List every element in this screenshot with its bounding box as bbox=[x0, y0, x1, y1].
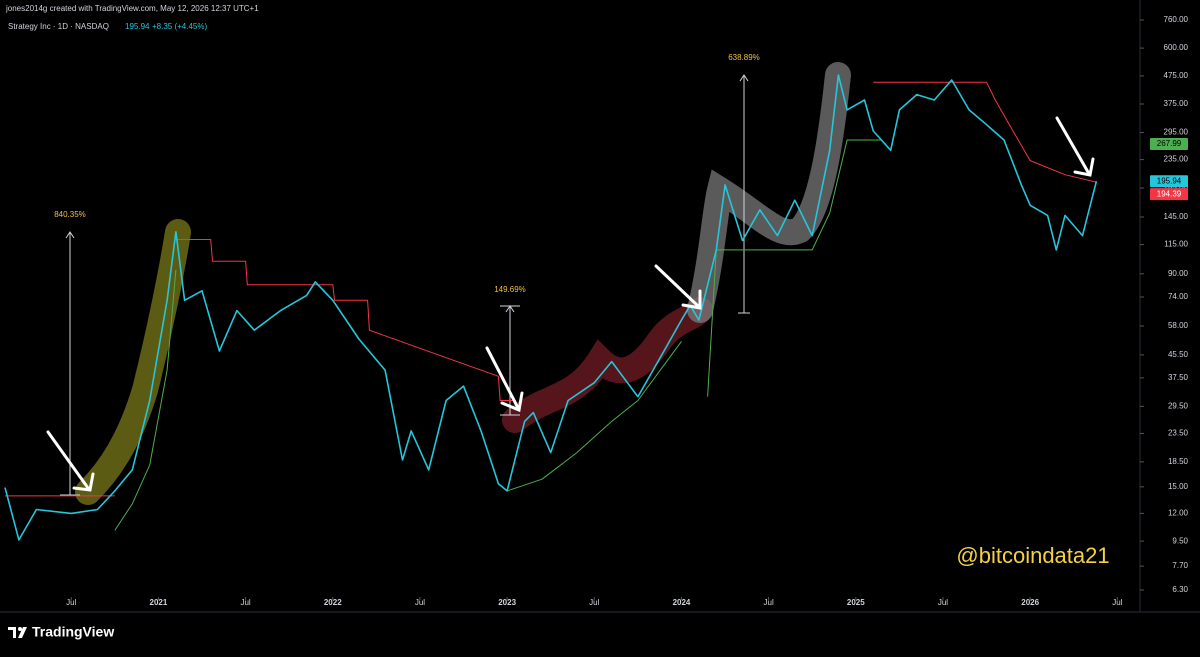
annotation: 840.35% bbox=[54, 210, 86, 219]
y-tick-label: 6.30 bbox=[1172, 585, 1188, 594]
y-tick-label: 295.00 bbox=[1164, 128, 1189, 137]
last-price: 195.94 bbox=[125, 22, 150, 31]
y-tick-label: 45.50 bbox=[1168, 350, 1189, 359]
brand: TradingView bbox=[32, 624, 114, 640]
y-tick-label: 235.00 bbox=[1164, 155, 1189, 164]
y-tick-label: 18.50 bbox=[1168, 457, 1189, 466]
symbol: Strategy Inc · 1D · NASDAQ bbox=[8, 22, 109, 31]
price-label-box bbox=[1150, 188, 1188, 201]
price-line bbox=[5, 81, 1097, 497]
price-line bbox=[114, 139, 882, 531]
x-tick-label: 2025 bbox=[847, 598, 865, 607]
x-tick-label: Jul bbox=[415, 598, 425, 607]
y-tick-label: 29.50 bbox=[1168, 402, 1189, 411]
x-tick-label: 2026 bbox=[1021, 598, 1039, 607]
y-tick-label: 185.00 bbox=[1164, 183, 1189, 192]
price-label: 195.94 bbox=[1157, 176, 1182, 185]
x-tick-label: 2024 bbox=[673, 598, 691, 607]
y-tick-label: 58.00 bbox=[1168, 321, 1189, 330]
y-tick-label: 7.70 bbox=[1172, 561, 1188, 570]
x-tick-label: 2023 bbox=[498, 598, 516, 607]
price-label-box bbox=[1150, 175, 1188, 188]
x-tick-label: Jul bbox=[764, 598, 774, 607]
annotation: 149.69% bbox=[494, 285, 526, 294]
plot bbox=[4, 74, 1098, 541]
y-tick-label: 475.00 bbox=[1164, 71, 1189, 80]
y-tick-label: 15.00 bbox=[1168, 482, 1189, 491]
x-tick-label: Jul bbox=[66, 598, 76, 607]
y-tick-label: 37.50 bbox=[1168, 373, 1189, 382]
y-tick-label: 600.00 bbox=[1164, 43, 1189, 52]
logo bbox=[8, 627, 27, 638]
y-tick-label: 23.50 bbox=[1168, 429, 1189, 438]
highlight-red bbox=[502, 297, 713, 433]
y-tick-label: 9.50 bbox=[1172, 536, 1188, 545]
y-tick-label: 74.00 bbox=[1168, 292, 1189, 301]
y-tick-label: 90.00 bbox=[1168, 269, 1189, 278]
price-label: 194.39 bbox=[1157, 189, 1182, 198]
arrows bbox=[46, 116, 1095, 492]
price-line bbox=[4, 74, 1098, 541]
price-label: 267.99 bbox=[1157, 139, 1182, 148]
y-tick-label: 145.00 bbox=[1164, 212, 1189, 221]
y-tick-label: 115.00 bbox=[1164, 240, 1188, 249]
y-tick-label: 12.00 bbox=[1168, 508, 1189, 517]
price-label-box bbox=[1150, 137, 1188, 150]
x-tick-label: 2021 bbox=[150, 598, 168, 607]
price-change: +8.35 (+4.45%) bbox=[152, 22, 207, 31]
x-tick-label: Jul bbox=[1112, 598, 1122, 607]
x-tick-label: Jul bbox=[240, 598, 250, 607]
measure-lines bbox=[60, 74, 750, 496]
y-tick-label: 760.00 bbox=[1164, 15, 1189, 24]
x-tick-label: Jul bbox=[589, 598, 599, 607]
annotation: 638.89% bbox=[728, 53, 760, 62]
x-tick-label: 2022 bbox=[324, 598, 342, 607]
x-tick-label: Jul bbox=[938, 598, 948, 607]
author-line: jones2014g created with TradingView.com,… bbox=[5, 4, 259, 13]
watermark: @bitcoindata21 bbox=[956, 543, 1109, 568]
y-tick-label: 375.00 bbox=[1164, 99, 1189, 108]
